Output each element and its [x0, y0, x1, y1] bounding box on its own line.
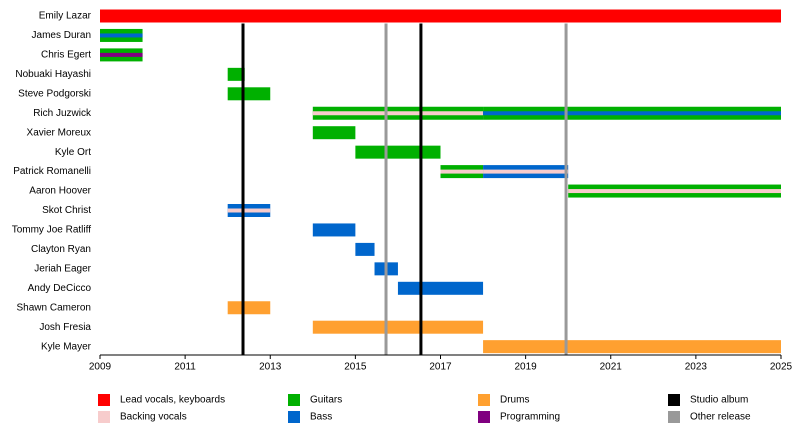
- member-bar: [100, 9, 781, 23]
- x-tick-label: 2009: [89, 362, 112, 373]
- member-bar: [227, 87, 271, 101]
- member-name: Skot Christ: [42, 205, 91, 216]
- legend-swatch: [288, 411, 300, 423]
- member-bar-stripe: [440, 169, 484, 174]
- member-name: James Duran: [32, 30, 91, 41]
- legend-swatch: [478, 411, 490, 423]
- member-name: Xavier Moreux: [27, 127, 91, 138]
- member-name: Josh Fresia: [39, 322, 91, 333]
- member-bar-stripe: [227, 208, 271, 213]
- x-tick-label: 2015: [344, 362, 367, 373]
- member-name: Clayton Ryan: [31, 244, 91, 255]
- legend-swatch: [288, 394, 300, 406]
- legend-swatch: [668, 394, 680, 406]
- legend-label: Studio album: [690, 395, 748, 406]
- member-bar: [227, 67, 245, 81]
- legend-label: Other release: [690, 412, 751, 423]
- legend-label: Drums: [500, 395, 529, 406]
- member-bar: [483, 340, 781, 354]
- member-name: Kyle Ort: [55, 147, 91, 158]
- member-name: Rich Juzwick: [33, 108, 92, 119]
- x-tick-label: 2019: [515, 362, 538, 373]
- member-name: Nobuaki Hayashi: [15, 69, 91, 80]
- member-bar-stripe: [483, 169, 569, 174]
- legend-swatch: [98, 411, 110, 423]
- member-name: Aaron Hoover: [29, 186, 91, 197]
- legend-swatch: [478, 394, 490, 406]
- member-bar: [355, 145, 441, 159]
- member-bar-stripe: [312, 111, 484, 116]
- member-name: Andy DeCicco: [28, 283, 92, 294]
- x-tick-label: 2011: [174, 362, 196, 373]
- member-name: Steve Podgorski: [18, 88, 91, 99]
- member-bar-stripe: [100, 52, 143, 57]
- member-bar: [312, 223, 356, 237]
- member-bar-stripe: [100, 33, 143, 38]
- legend-label: Guitars: [310, 395, 342, 406]
- member-name: Jeriah Eager: [34, 263, 91, 274]
- legend-label: Backing vocals: [120, 412, 187, 423]
- x-tick-label: 2013: [259, 362, 282, 373]
- member-bar: [312, 320, 484, 334]
- member-bar: [227, 301, 271, 315]
- legend-swatch: [668, 411, 680, 423]
- member-bar: [397, 281, 484, 295]
- legend-label: Lead vocals, keyboards: [120, 395, 225, 406]
- x-tick-label: 2017: [429, 362, 452, 373]
- x-tick-label: 2021: [600, 362, 623, 373]
- x-tick-label: 2023: [685, 362, 708, 373]
- member-bar-stripe: [568, 189, 781, 194]
- member-name: Emily Lazar: [39, 11, 92, 22]
- member-name: Shawn Cameron: [17, 302, 91, 313]
- member-name: Kyle Mayer: [41, 341, 92, 352]
- member-name: Patrick Romanelli: [13, 166, 91, 177]
- member-bar-stripe: [483, 111, 781, 116]
- member-name: Tommy Joe Ratliff: [12, 225, 92, 236]
- legend-label: Programming: [500, 412, 560, 423]
- x-tick-label: 2025: [770, 362, 793, 373]
- legend-label: Bass: [310, 412, 332, 423]
- member-name: Chris Egert: [41, 50, 91, 61]
- legend-swatch: [98, 394, 110, 406]
- member-bar: [355, 242, 375, 256]
- member-bar: [312, 126, 356, 140]
